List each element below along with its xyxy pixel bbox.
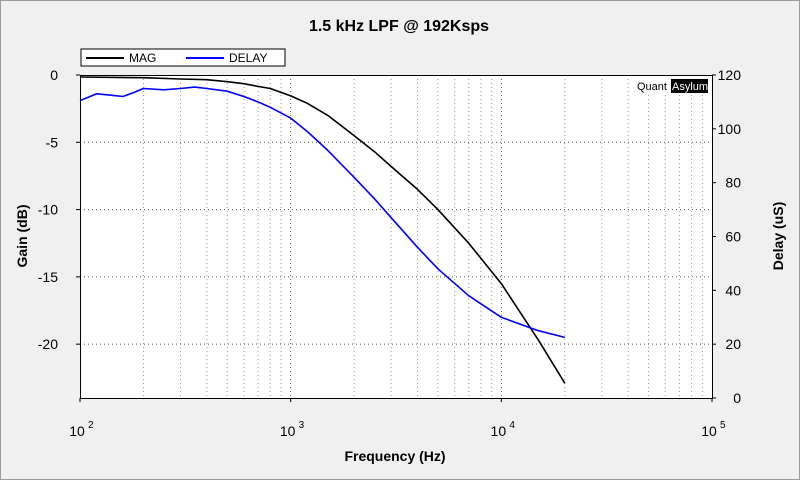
watermark-text-asylum: Asylum [672, 81, 708, 93]
y-left-tick-label: -5 [46, 134, 59, 150]
legend-box [80, 48, 286, 67]
legend: MAG DELAY [80, 48, 286, 67]
x-tick-exponent: 4 [509, 420, 515, 431]
y-right-tick-label: 120 [718, 67, 742, 83]
x-tick-label: 10 [280, 423, 296, 439]
quantasylum-watermark: Quant Asylum [635, 79, 708, 93]
y-axis-right-label: Delay (uS) [770, 202, 786, 270]
x-tick-label: 10 [69, 423, 85, 439]
y-left-tick-label: -10 [38, 202, 58, 218]
watermark-bg-light [635, 79, 671, 93]
legend-label-delay: DELAY [229, 51, 267, 65]
x-tick-exponent: 5 [720, 420, 726, 431]
y-right-tick-label: 100 [718, 121, 742, 137]
y-left-tick-label: -15 [38, 269, 58, 285]
y-right-tick-label: 20 [725, 336, 741, 352]
legend-label-mag: MAG [129, 51, 156, 65]
y-right-tick-label: 40 [725, 282, 741, 298]
grid-lines [80, 75, 712, 398]
x-tick-label: 10 [701, 423, 717, 439]
series-lines [79, 76, 566, 384]
y-left-tick-label: 0 [50, 67, 58, 83]
y-right-tick-label: 60 [725, 229, 741, 245]
x-tick-exponent: 3 [299, 420, 305, 431]
x-axis-label: Frequency (Hz) [344, 448, 445, 464]
series-line-mag [79, 76, 566, 384]
watermark-bg-dark [671, 79, 708, 93]
y-right-tick-label: 0 [733, 390, 741, 406]
plot-area [80, 75, 712, 398]
x-tick-label: 10 [491, 423, 507, 439]
watermark-text-quant: Quant [637, 81, 667, 93]
y-axis-left-label: Gain (dB) [14, 205, 30, 268]
x-tick-exponent: 2 [88, 420, 94, 431]
y-left-tick-label: -20 [38, 336, 58, 352]
series-line-delay [79, 86, 565, 339]
chart-title: 1.5 kHz LPF @ 192Ksps [309, 18, 489, 35]
y-right-tick-label: 80 [725, 175, 741, 191]
